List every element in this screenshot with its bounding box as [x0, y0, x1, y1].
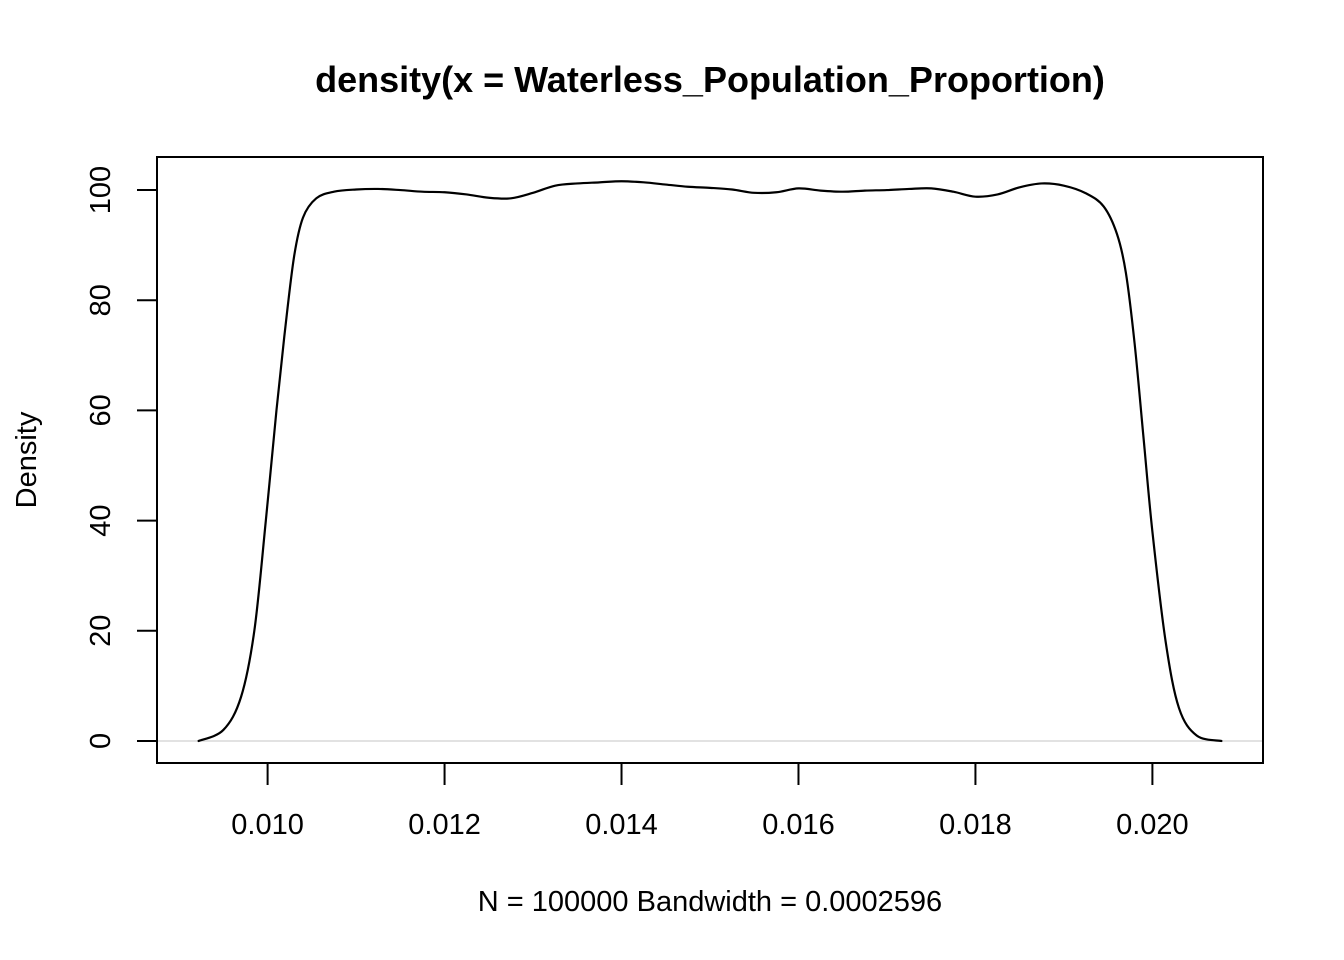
y-tick-label: 20: [85, 615, 117, 647]
x-tick-label: 0.014: [585, 809, 658, 841]
y-axis-ticks: 0 20 40 60 80 100: [85, 166, 157, 749]
y-tick-label: 40: [85, 504, 117, 536]
x-axis-ticks: 0.010 0.012 0.014 0.016 0.018 0.020: [231, 763, 1189, 841]
y-tick-label: 100: [85, 166, 117, 214]
x-axis-label: N = 100000 Bandwidth = 0.0002596: [478, 886, 942, 918]
x-tick-label: 0.016: [762, 809, 835, 841]
y-axis-label: Density: [11, 411, 43, 508]
x-tick-label: 0.012: [408, 809, 481, 841]
y-tick-label: 80: [85, 284, 117, 316]
density-curve: [197, 180, 1223, 743]
y-tick-label: 60: [85, 394, 117, 426]
x-tick-label: 0.020: [1116, 809, 1189, 841]
x-tick-label: 0.010: [231, 809, 304, 841]
y-tick-label: 0: [85, 733, 117, 749]
x-tick-label: 0.018: [939, 809, 1012, 841]
chart-title: density(x = Waterless_Population_Proport…: [315, 59, 1105, 100]
